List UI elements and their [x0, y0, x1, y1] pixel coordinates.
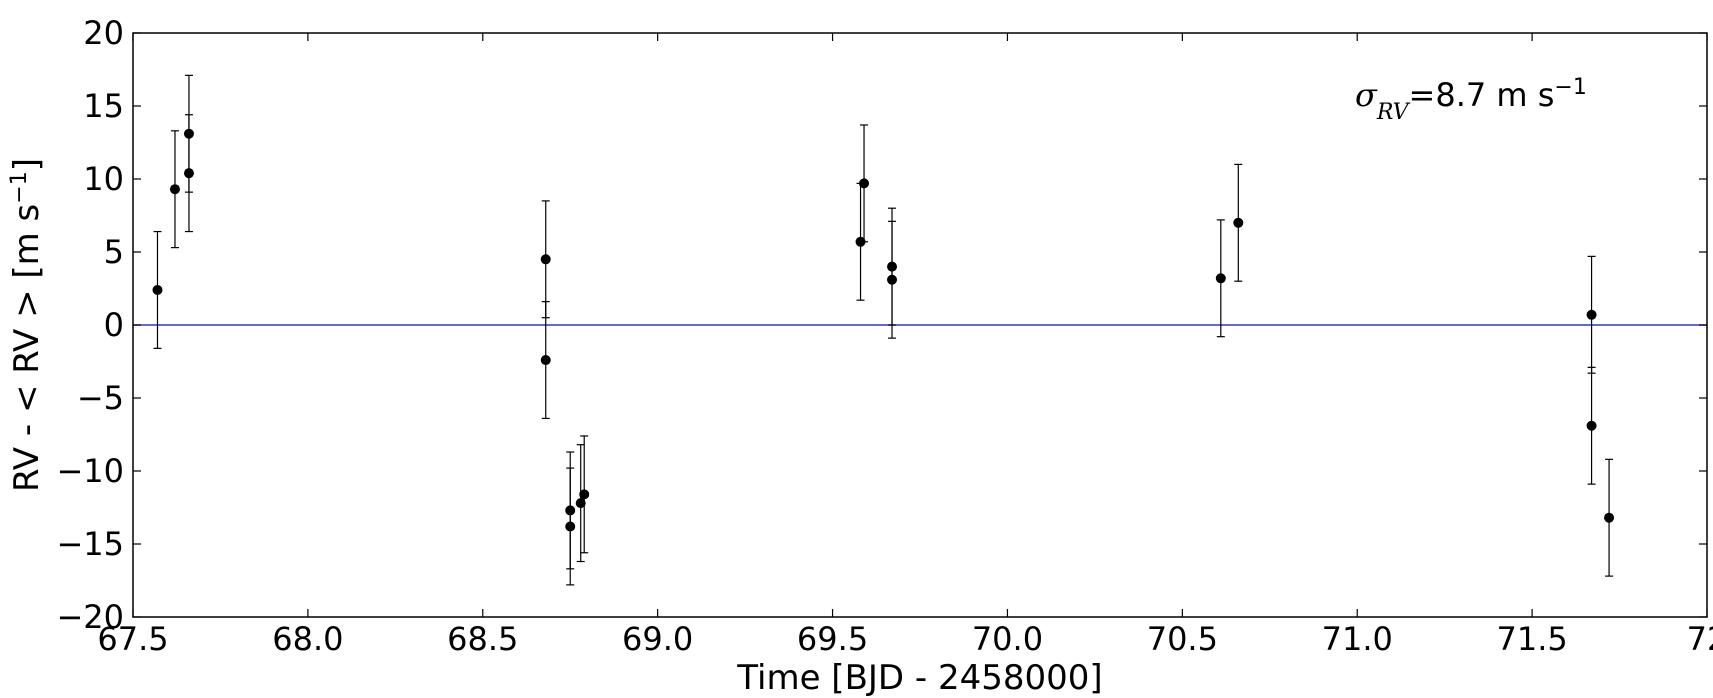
x-axis-ticks: 67.5 68.0 68.5 69.0 69.5 70.0 70.5 71.0 71.5 72: [97, 33, 1713, 658]
y-tick-label: −15: [56, 525, 124, 563]
x-tick-label: 72: [1687, 620, 1713, 658]
rv-scatter-annotation: σRV=8.7 m s−1: [1355, 75, 1587, 125]
data-point: [887, 220, 898, 339]
x-tick-label: 70.5: [1147, 620, 1218, 658]
data-point: [183, 114, 194, 233]
y-tick-label: 15: [83, 87, 124, 125]
data-marker: [183, 168, 194, 179]
y-tick-label: 10: [83, 160, 124, 198]
data-point: [152, 230, 163, 349]
data-point: [565, 467, 576, 586]
x-tick-label: 71.5: [1496, 620, 1567, 658]
data-point: [859, 124, 870, 243]
data-marker: [1215, 273, 1226, 284]
x-tick-label: 69.0: [622, 620, 693, 658]
y-tick-label: 0: [104, 306, 124, 344]
x-tick-label: 71.0: [1322, 620, 1393, 658]
x-tick-label: 70.0: [972, 620, 1043, 658]
data-marker: [540, 355, 551, 366]
x-tick-label: 69.5: [797, 620, 868, 658]
y-axis-ticks: 20 15 10 5 0 −5 −10 −15 −20: [56, 14, 1707, 636]
sigma-value: =8.7 m s: [1409, 76, 1555, 114]
x-tick-label: 67.5: [97, 620, 168, 658]
x-axis-label: Time [BJD - 2458000]: [736, 658, 1102, 698]
data-point: [575, 444, 586, 563]
data-marker: [1586, 420, 1597, 431]
data-point: [1586, 255, 1597, 374]
sigma-subscript: RV: [1376, 100, 1411, 125]
data-marker: [1233, 217, 1244, 228]
data-marker: [579, 489, 590, 500]
data-marker: [540, 254, 551, 265]
data-marker: [1586, 309, 1597, 320]
data-marker: [887, 274, 898, 285]
y-axis-label: RV - < RV > [m s−1]: [7, 158, 48, 492]
y-tick-label: −5: [77, 379, 124, 417]
data-marker: [859, 178, 870, 189]
sigma-unit-exponent: −1: [1554, 75, 1586, 100]
data-marker: [565, 521, 576, 532]
data-points: [152, 74, 1615, 586]
plot-area: [132, 32, 1708, 618]
data-marker: [152, 284, 163, 295]
data-marker: [1604, 512, 1615, 523]
data-point: [540, 301, 551, 420]
y-tick-label: −10: [56, 452, 124, 490]
data-point: [540, 200, 551, 319]
y-tick-label: 5: [104, 233, 124, 271]
y-axis-label-close: ]: [7, 158, 47, 171]
x-tick-label: 68.5: [447, 620, 518, 658]
y-axis-label-unit-exponent: −1: [7, 171, 32, 203]
y-tick-label: 20: [83, 14, 124, 52]
x-tick-label: 68.0: [272, 620, 343, 658]
data-point: [1215, 219, 1226, 338]
data-point: [579, 435, 590, 554]
data-point: [1604, 458, 1615, 577]
data-point: [1586, 366, 1597, 485]
y-tick-label: −20: [56, 598, 124, 636]
data-marker: [169, 184, 180, 195]
data-point: [169, 130, 180, 249]
sigma-symbol: σ: [1355, 76, 1378, 114]
y-axis-label-main: RV - < RV > [m s: [7, 204, 47, 492]
data-marker: [575, 498, 586, 509]
data-point: [1233, 163, 1244, 282]
